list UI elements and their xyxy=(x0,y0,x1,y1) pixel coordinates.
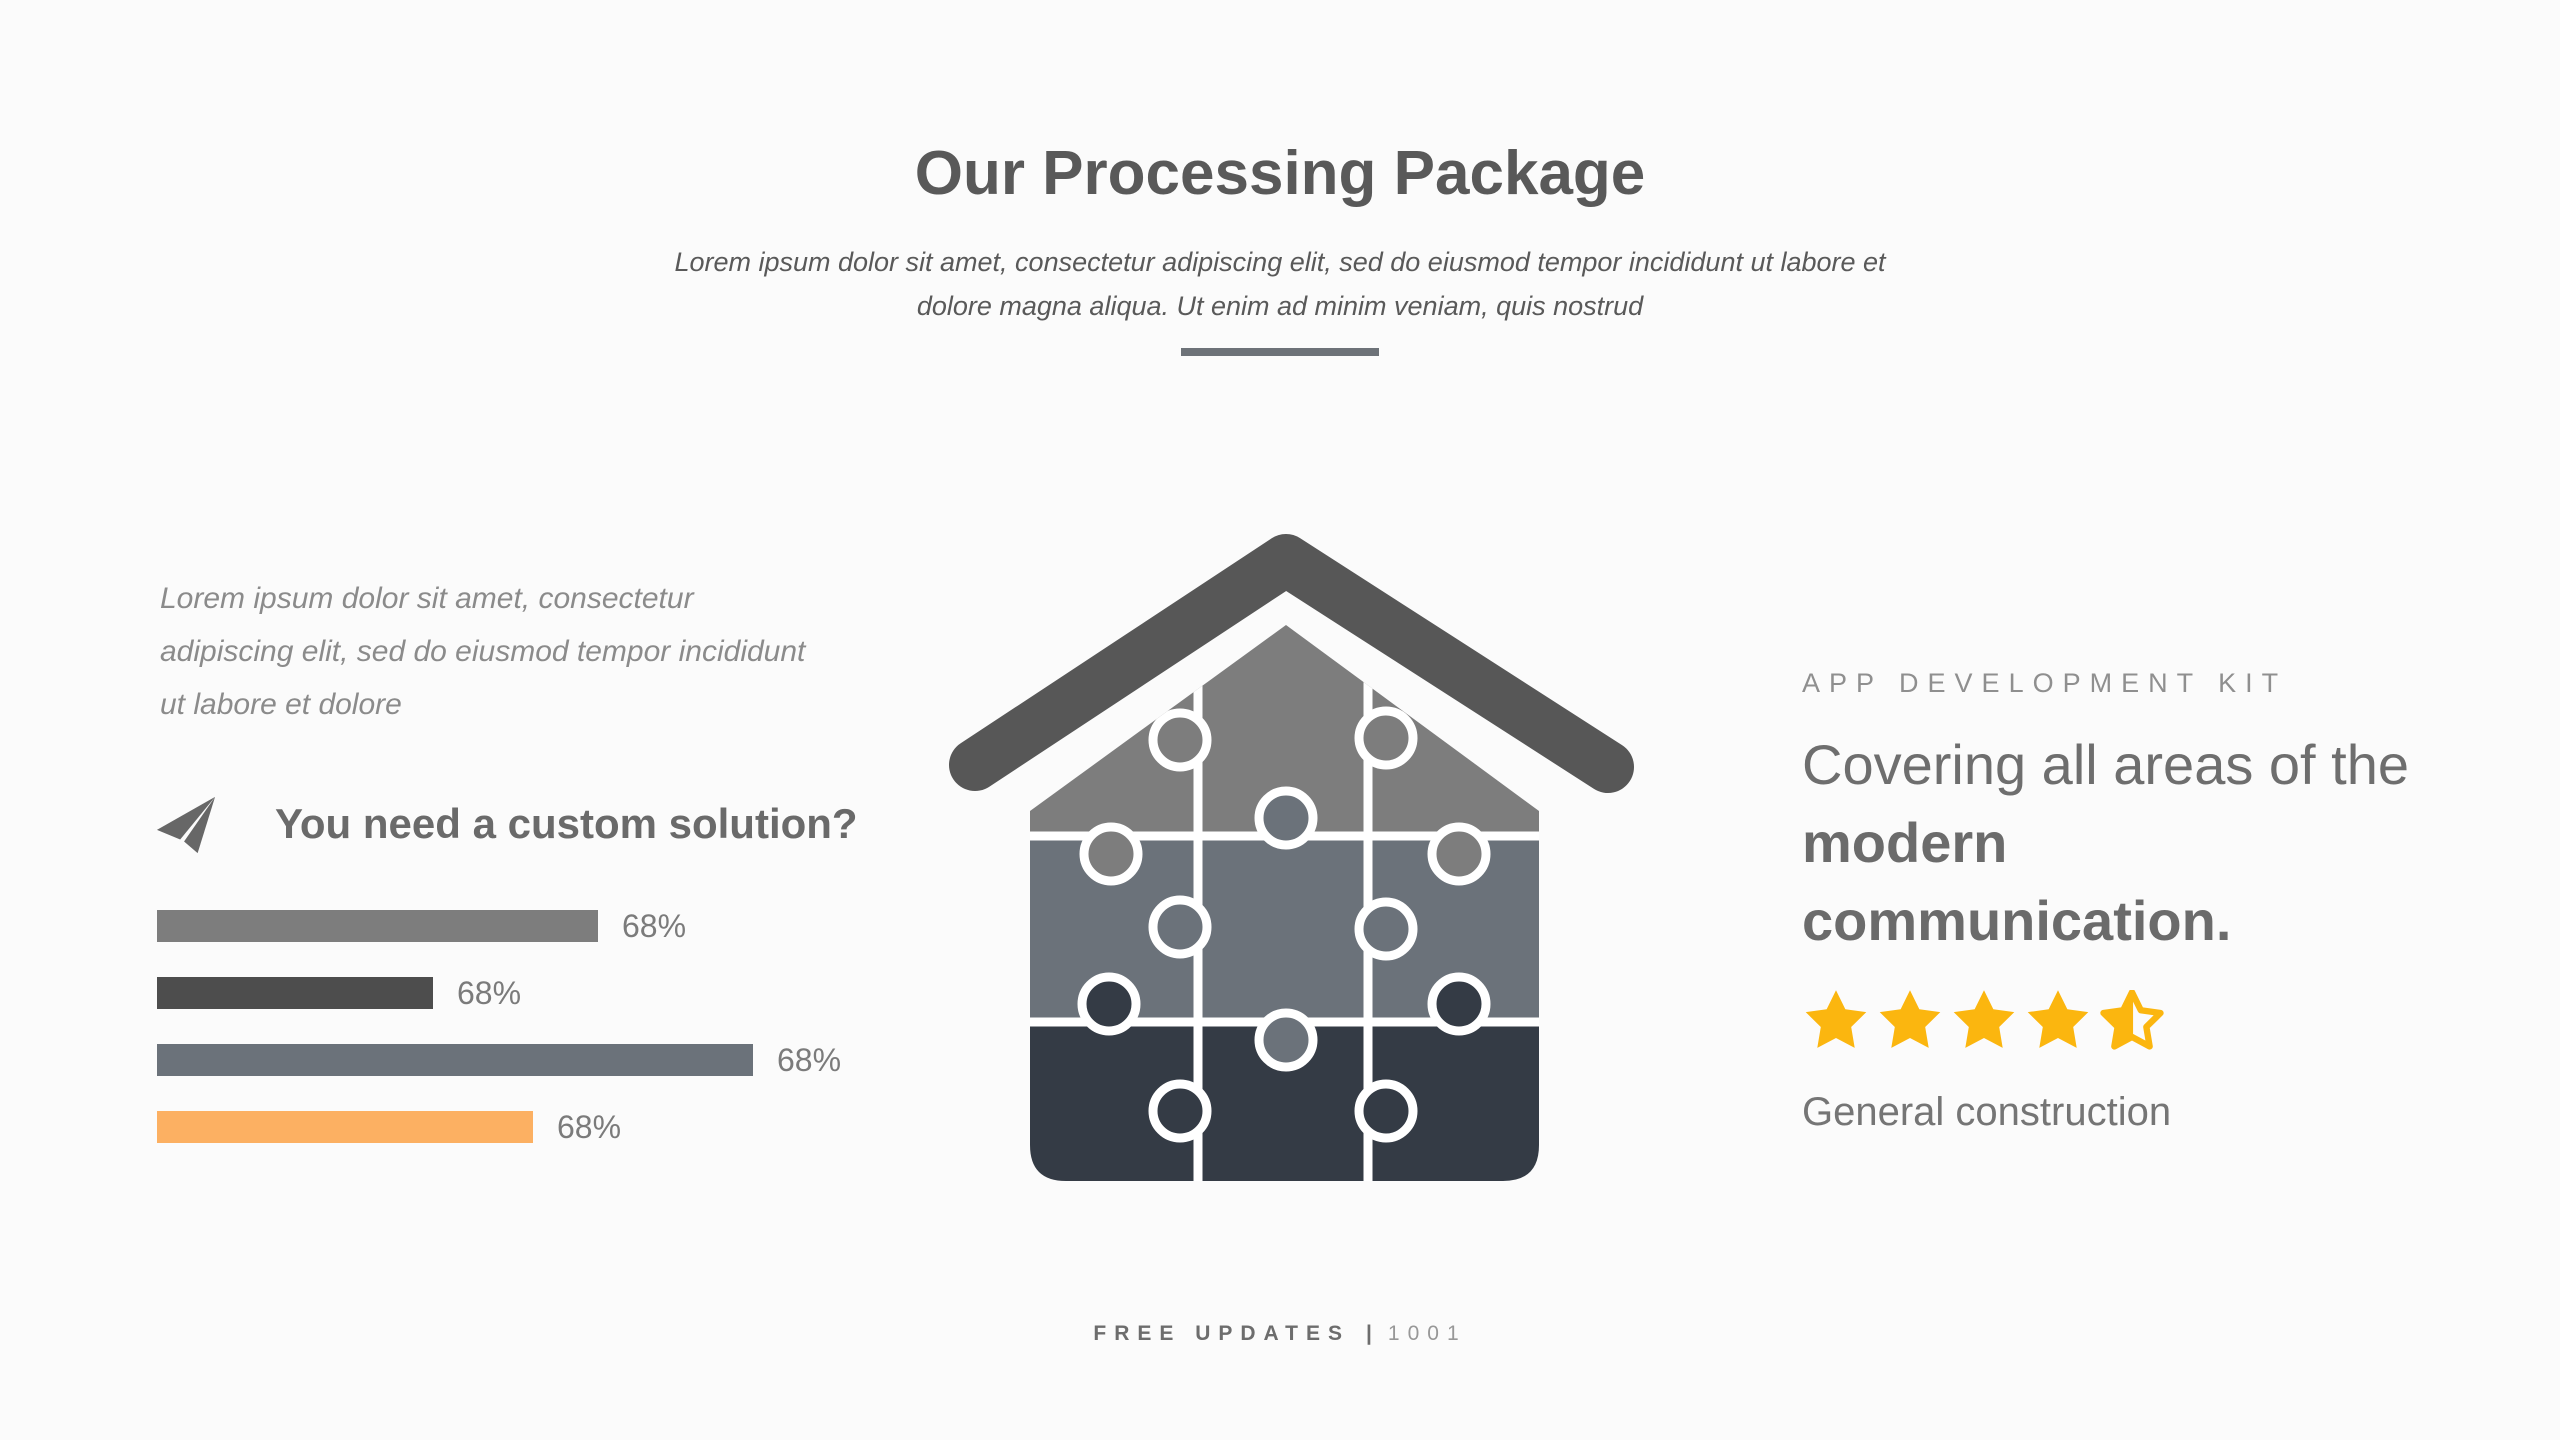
bar-fill xyxy=(157,910,598,942)
bar-value-label: 68% xyxy=(622,907,687,944)
heading-light-part: Covering all areas of the xyxy=(1802,733,2410,796)
subtitle-line-1: Lorem ipsum dolor sit amet, consectetur … xyxy=(674,247,1886,277)
bar-value-label: 68% xyxy=(777,1041,842,1078)
custom-solution-row: You need a custom solution? xyxy=(155,792,858,856)
house-roof xyxy=(949,534,1634,793)
paper-plane-icon xyxy=(155,792,217,856)
intro-paragraph: Lorem ipsum dolor sit amet, consectetur … xyxy=(160,572,805,731)
star-rating xyxy=(1802,990,2166,1052)
bar-row: 68% xyxy=(157,1041,1057,1078)
subtitle: Lorem ipsum dolor sit amet, consectetur … xyxy=(0,240,2560,328)
bar-value-label: 68% xyxy=(457,974,522,1011)
intro-paragraph-line-1: Lorem ipsum dolor sit amet, consectetur xyxy=(160,582,694,615)
star-full-icon xyxy=(2027,990,2089,1048)
skill-bars: 68% 68% 68% 68% xyxy=(157,907,1057,1178)
bar-row: 68% xyxy=(157,974,1057,1011)
bar-fill xyxy=(157,977,433,1009)
section-heading: Covering all areas of the modern communi… xyxy=(1802,726,2442,960)
footer-code: 1001 xyxy=(1387,1322,1467,1345)
star-full-icon xyxy=(1879,990,1941,1048)
kicker-label: APP DEVELOPMENT KIT xyxy=(1802,668,2288,698)
bar-fill xyxy=(157,1044,753,1076)
page-title: Our Processing Package xyxy=(914,139,1646,208)
intro-paragraph-line-2: adipiscing elit, sed do eiusmod tempor i… xyxy=(160,635,806,668)
heading-bold-part: modern communication. xyxy=(1802,811,2232,952)
subtitle-line-2: dolore magna aliqua. Ut enim ad minim ve… xyxy=(916,291,1644,321)
star-full-icon xyxy=(1953,990,2015,1048)
custom-solution-question: You need a custom solution? xyxy=(275,800,858,847)
star-full-icon xyxy=(1805,990,1867,1048)
intro-paragraph-line-3: ut labore et dolore xyxy=(160,688,402,721)
puzzle-house-graphic xyxy=(940,515,1650,1210)
footer-free-updates: FREE UPDATES xyxy=(1093,1322,1351,1345)
bar-fill xyxy=(157,1111,533,1143)
bar-row: 68% xyxy=(157,1108,1057,1145)
star-half-icon xyxy=(2100,990,2164,1050)
title-divider xyxy=(1181,348,1379,356)
rating-caption: General construction xyxy=(1802,1090,2172,1134)
footer: FREE UPDATES | 1001 xyxy=(0,1322,2560,1346)
footer-separator: | xyxy=(1366,1322,1372,1345)
bar-value-label: 68% xyxy=(557,1108,622,1145)
bar-row: 68% xyxy=(157,907,1057,944)
